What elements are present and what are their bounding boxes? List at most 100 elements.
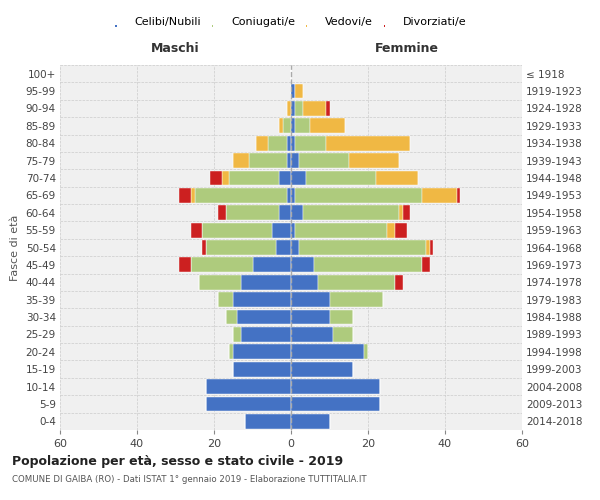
Bar [210, 170, 222, 186]
Bar [179, 258, 191, 272]
Bar [199, 275, 241, 289]
Bar [229, 344, 233, 359]
Bar [287, 136, 291, 150]
Bar [241, 275, 291, 289]
Bar [191, 188, 195, 202]
Bar [280, 206, 291, 220]
Bar [291, 344, 364, 359]
Bar [233, 292, 291, 307]
Bar [422, 258, 430, 272]
Bar [291, 327, 334, 342]
Bar [349, 153, 399, 168]
Bar [291, 275, 318, 289]
Bar [426, 240, 430, 255]
Bar [287, 153, 291, 168]
Bar [191, 222, 202, 238]
Bar [202, 222, 272, 238]
Bar [291, 379, 380, 394]
Bar [275, 240, 291, 255]
Text: Femmine: Femmine [374, 42, 439, 54]
Bar [218, 292, 233, 307]
Bar [283, 118, 291, 133]
Bar [295, 188, 422, 202]
Bar [457, 188, 460, 202]
Bar [291, 310, 329, 324]
Bar [191, 258, 253, 272]
Bar [291, 206, 302, 220]
Bar [287, 101, 291, 116]
Bar [376, 170, 418, 186]
Bar [202, 240, 206, 255]
Bar [206, 240, 275, 255]
Bar [218, 206, 226, 220]
Bar [295, 136, 326, 150]
Bar [222, 170, 229, 186]
Bar [226, 206, 280, 220]
Bar [291, 362, 353, 376]
Bar [206, 396, 291, 411]
Bar [295, 101, 302, 116]
Bar [295, 118, 310, 133]
Bar [291, 136, 295, 150]
Bar [299, 240, 426, 255]
Bar [291, 240, 299, 255]
Bar [233, 327, 241, 342]
Bar [256, 136, 268, 150]
Bar [291, 188, 295, 202]
Text: Maschi: Maschi [151, 42, 200, 54]
Bar [314, 258, 422, 272]
Bar [307, 170, 376, 186]
Bar [291, 118, 295, 133]
Bar [241, 327, 291, 342]
Bar [291, 258, 314, 272]
Bar [295, 222, 387, 238]
Bar [302, 101, 326, 116]
Bar [291, 414, 329, 428]
Bar [329, 292, 383, 307]
Bar [233, 362, 291, 376]
Bar [280, 170, 291, 186]
Bar [326, 101, 329, 116]
Bar [329, 310, 353, 324]
Bar [291, 222, 295, 238]
Bar [233, 153, 248, 168]
Bar [395, 222, 407, 238]
Bar [430, 240, 433, 255]
Bar [245, 414, 291, 428]
Text: Popolazione per età, sesso e stato civile - 2019: Popolazione per età, sesso e stato civil… [12, 455, 343, 468]
Bar [422, 188, 457, 202]
Bar [302, 206, 399, 220]
Bar [226, 310, 237, 324]
Bar [248, 153, 287, 168]
Bar [291, 170, 307, 186]
Bar [233, 344, 291, 359]
Bar [395, 275, 403, 289]
Bar [295, 84, 302, 98]
Bar [253, 258, 291, 272]
Bar [364, 344, 368, 359]
Bar [291, 84, 295, 98]
Bar [291, 101, 295, 116]
Bar [318, 275, 395, 289]
Bar [280, 118, 283, 133]
Bar [403, 206, 410, 220]
Bar [272, 222, 291, 238]
Text: COMUNE DI GAIBA (RO) - Dati ISTAT 1° gennaio 2019 - Elaborazione TUTTITALIA.IT: COMUNE DI GAIBA (RO) - Dati ISTAT 1° gen… [12, 475, 367, 484]
Bar [310, 118, 345, 133]
Legend: Celibi/Nubili, Coniugati/e, Vedovi/e, Divorziati/e: Celibi/Nubili, Coniugati/e, Vedovi/e, Di… [111, 12, 471, 32]
Bar [229, 170, 280, 186]
Bar [291, 153, 299, 168]
Bar [195, 188, 287, 202]
Bar [268, 136, 287, 150]
Bar [291, 396, 380, 411]
Bar [299, 153, 349, 168]
Bar [291, 292, 329, 307]
Bar [287, 188, 291, 202]
Bar [206, 379, 291, 394]
Bar [387, 222, 395, 238]
Bar [237, 310, 291, 324]
Y-axis label: Fasce di età: Fasce di età [10, 214, 20, 280]
Bar [179, 188, 191, 202]
Bar [334, 327, 353, 342]
Bar [399, 206, 403, 220]
